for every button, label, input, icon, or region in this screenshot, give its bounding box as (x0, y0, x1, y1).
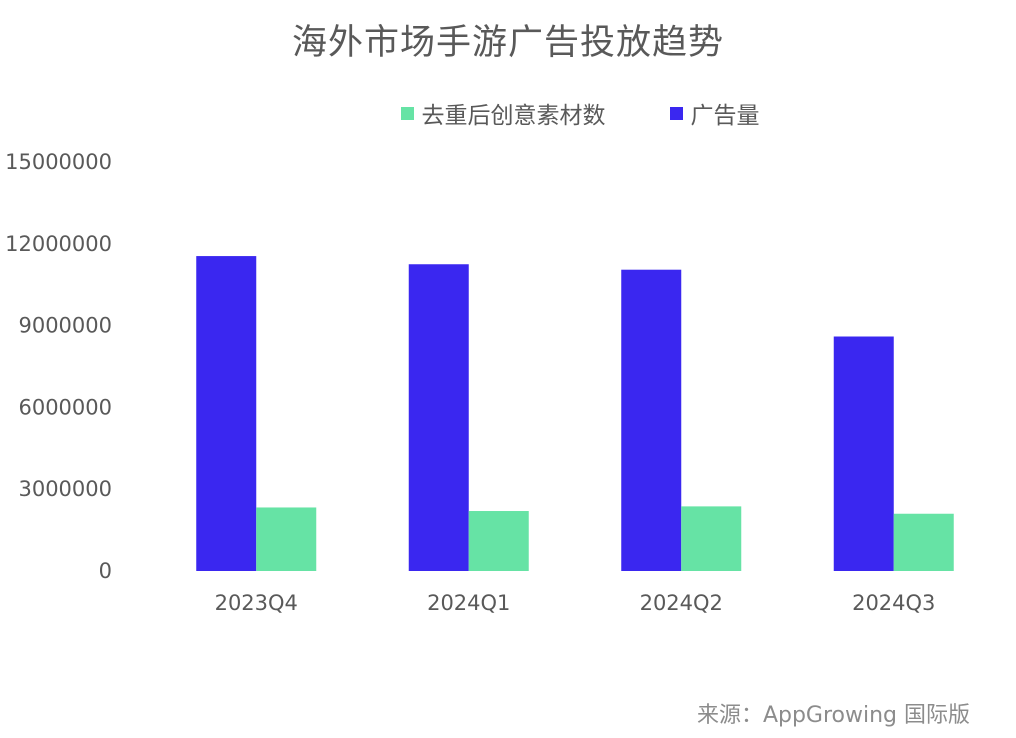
y-tick-label: 15000000 (5, 150, 112, 174)
x-tick-label: 2023Q4 (215, 591, 298, 615)
legend-item-creatives: 去重后创意素材数 (400, 96, 606, 130)
x-tick-label: 2024Q2 (640, 591, 723, 615)
legend-swatch-ad-volume (669, 106, 683, 120)
bar-creatives (893, 513, 954, 571)
y-tick-label: 6000000 (18, 395, 112, 419)
bar-creatives (681, 506, 742, 571)
bar-ad-volume (621, 269, 682, 571)
source-note: 来源：AppGrowing 国际版 (696, 703, 970, 728)
y-tick-label: 3000000 (18, 477, 112, 501)
x-tick-label: 2024Q3 (852, 591, 935, 615)
legend-label-creatives: 去重后创意素材数 (421, 103, 606, 129)
chart-title: 海外市场手游广告投放趋势 (291, 23, 724, 63)
bar-creatives (468, 511, 529, 571)
y-tick-label: 9000000 (18, 314, 112, 338)
legend-label-ad-volume: 广告量 (690, 103, 760, 129)
bar-ad-volume (408, 264, 469, 571)
chart-legend: 去重后创意素材数 广告量 (0, 96, 1016, 130)
legend-item-ad-volume: 广告量 (669, 96, 760, 130)
bar-creatives (256, 507, 317, 571)
x-tick-label: 2024Q1 (427, 591, 510, 615)
legend-swatch-creatives (400, 106, 414, 120)
bar-ad-volume (833, 336, 894, 571)
y-tick-label: 12000000 (5, 232, 112, 256)
y-tick-label: 0 (99, 559, 112, 583)
bar-ad-volume (196, 256, 257, 571)
